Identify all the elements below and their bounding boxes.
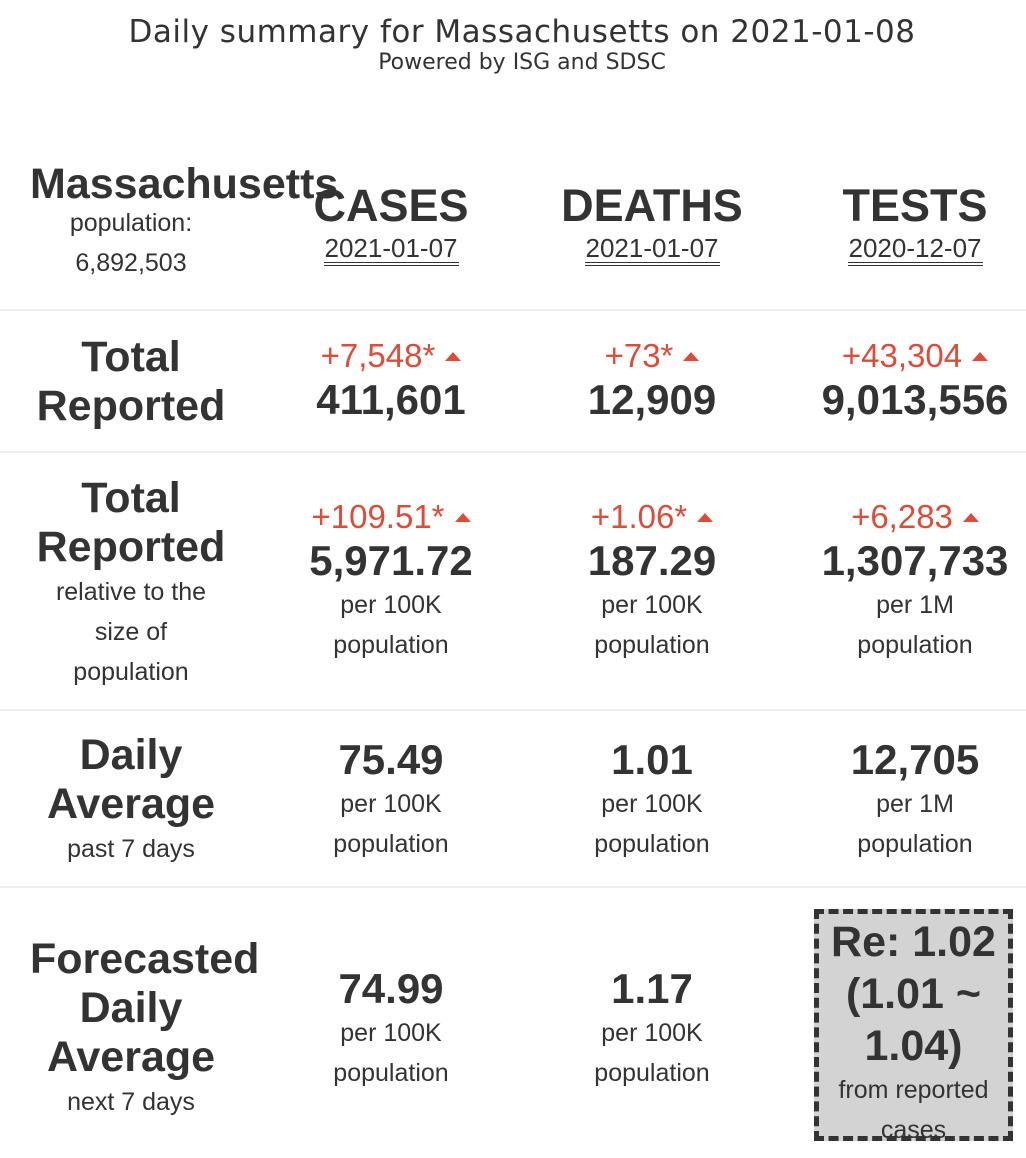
total-value: 9,013,556 <box>821 376 1009 423</box>
delta-value: +43,304 <box>841 337 963 374</box>
row-divider <box>0 886 1026 888</box>
relative-value: 1,307,733 <box>821 537 1009 584</box>
delta-value: +73* <box>604 337 674 374</box>
total-deaths-cell: +73* 12,909 <box>520 336 784 424</box>
unit-line: per 1M <box>876 790 954 818</box>
unit-line: population <box>857 631 973 659</box>
state-info: Massachusetts population: 6,892,503 <box>0 160 339 283</box>
delta-value: +6,283 <box>851 498 953 535</box>
row-sublabel-line: size of <box>94 618 168 646</box>
delta-value: +109.51* <box>311 498 445 535</box>
page-title: Daily summary for Massachusetts on 2021-… <box>128 14 916 50</box>
deaths-column-header: DEATHS 2021-01-07 <box>520 182 784 266</box>
increase-arrow-icon <box>454 513 471 522</box>
average-value: 1.01 <box>611 736 693 783</box>
row-sublabel-line: relative to the <box>55 578 207 606</box>
row-label-line: Reported <box>36 382 226 430</box>
average-value: 12,705 <box>850 736 980 783</box>
state-name: Massachusetts <box>30 160 339 208</box>
unit-line: per 100K <box>340 1019 442 1047</box>
unit-line: per 100K <box>340 591 442 619</box>
row-label-line: Daily <box>79 984 183 1032</box>
row-sublabel-line: past 7 days <box>67 835 195 863</box>
page-subtitle: Powered by ISG and SDSC <box>378 50 666 75</box>
row-label-line: Average <box>46 780 216 828</box>
relative-cases-cell: +109.51* 5,971.72 per 100K population <box>262 497 520 665</box>
delta-value: +7,548* <box>320 337 436 374</box>
row-label-line: Forecasted <box>30 935 260 983</box>
unit-line: population <box>594 631 710 659</box>
row-sublabel-line: next 7 days <box>67 1088 195 1116</box>
deaths-heading: DEATHS <box>561 180 743 231</box>
total-value: 411,601 <box>316 376 466 423</box>
tests-date-link[interactable]: 2020-12-07 <box>847 234 983 266</box>
tests-heading: TESTS <box>842 180 988 231</box>
unit-line: population <box>333 830 449 858</box>
row-label-line: Daily <box>79 731 183 779</box>
unit-line: population <box>594 830 710 858</box>
row-divider <box>0 451 1026 453</box>
re-range-line: 1.04) <box>864 1022 963 1070</box>
daily-cases-cell: 75.49 per 100K population <box>262 736 520 864</box>
relative-value: 187.29 <box>587 537 717 584</box>
row-label-line: Average <box>46 1033 216 1081</box>
unit-line: population <box>857 830 973 858</box>
re-value-line: Re: 1.02 <box>831 918 996 966</box>
unit-line: population <box>333 631 449 659</box>
deaths-date-link[interactable]: 2021-01-07 <box>584 234 720 266</box>
population-label: population: <box>69 209 193 237</box>
relative-value: 5,971.72 <box>309 537 473 584</box>
delta-value: +1.06* <box>590 498 688 535</box>
increase-arrow-icon <box>972 352 989 361</box>
total-relative-label: Total Reported relative to the size of p… <box>0 474 262 692</box>
unit-line: population <box>333 1059 449 1087</box>
unit-line: population <box>594 1059 710 1087</box>
unit-line: per 100K <box>340 790 442 818</box>
daily-average-label: Daily Average past 7 days <box>0 731 262 869</box>
total-reported-label: Total Reported <box>0 333 262 431</box>
relative-deaths-cell: +1.06* 187.29 per 100K population <box>520 497 784 665</box>
re-source-line: cases <box>880 1116 947 1144</box>
forecast-label: Forecasted Daily Average next 7 days <box>0 935 262 1122</box>
page-header: Daily summary for Massachusetts on 2021-… <box>0 14 1026 75</box>
tests-column-header: TESTS 2020-12-07 <box>784 182 1026 266</box>
total-cases-cell: +7,548* 411,601 <box>262 336 520 424</box>
row-label-line: Total <box>81 333 181 381</box>
total-value: 12,909 <box>587 376 717 423</box>
unit-line: per 100K <box>601 1019 703 1047</box>
re-estimate-box: Re: 1.02 (1.01 ~ 1.04) from reported cas… <box>814 909 1013 1144</box>
population-value: 6,892,503 <box>75 249 187 277</box>
row-divider <box>0 309 1026 311</box>
daily-tests-cell: 12,705 per 1M population <box>784 736 1026 864</box>
cases-column-header: CASES 2021-01-07 <box>262 182 520 266</box>
average-value: 75.49 <box>338 736 444 783</box>
row-divider <box>0 709 1026 711</box>
forecast-cases-cell: 74.99 per 100K population <box>262 965 520 1093</box>
forecast-deaths-cell: 1.17 per 100K population <box>520 965 784 1093</box>
re-source-line: from reported <box>838 1076 989 1104</box>
row-label-line: Reported <box>36 523 226 571</box>
total-tests-cell: +43,304 9,013,556 <box>784 336 1026 424</box>
increase-arrow-icon <box>697 513 714 522</box>
re-range-line: (1.01 ~ <box>845 970 982 1018</box>
row-label-line: Total <box>81 474 181 522</box>
row-sublabel-line: population <box>73 658 189 686</box>
relative-tests-cell: +6,283 1,307,733 per 1M population <box>784 497 1026 665</box>
increase-arrow-icon <box>962 513 979 522</box>
increase-arrow-icon <box>445 352 462 361</box>
unit-line: per 100K <box>601 591 703 619</box>
cases-date-link[interactable]: 2021-01-07 <box>323 234 459 266</box>
increase-arrow-icon <box>683 352 700 361</box>
cases-heading: CASES <box>313 180 469 231</box>
daily-deaths-cell: 1.01 per 100K population <box>520 736 784 864</box>
unit-line: per 1M <box>876 591 954 619</box>
forecast-value: 1.17 <box>611 965 693 1012</box>
unit-line: per 100K <box>601 790 703 818</box>
forecast-value: 74.99 <box>338 965 444 1012</box>
